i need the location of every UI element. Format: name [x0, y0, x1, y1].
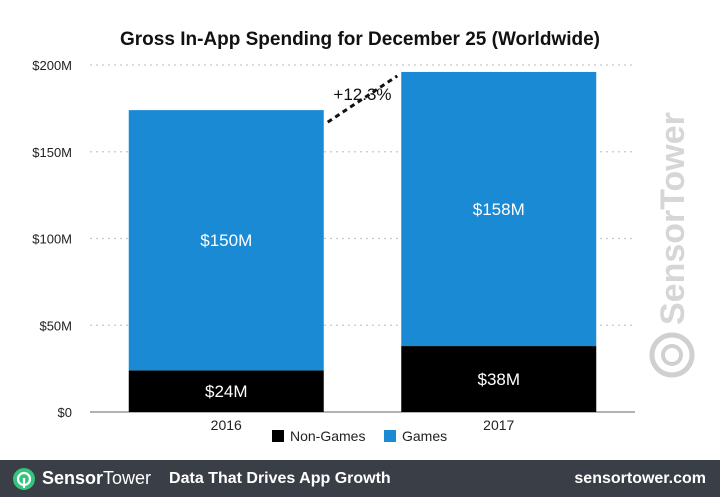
y-tick-label: $0	[58, 405, 72, 420]
brand-sensor: Sensor	[42, 468, 104, 488]
data-label: $150M	[200, 231, 252, 250]
x-axis: 2016 2017	[211, 417, 515, 433]
footer-site-link[interactable]: sensortower.com	[574, 469, 706, 487]
watermark-text: SensorTower	[654, 112, 692, 325]
legend-swatch	[384, 430, 396, 442]
watermark-icon	[649, 332, 695, 378]
footer-bar: Sensor Tower Data That Drives App Growth …	[0, 460, 720, 497]
y-tick-label: $100M	[32, 232, 72, 247]
growth-label: +12.3%	[333, 85, 391, 104]
chart: Gross In-App Spending for December 25 (W…	[32, 29, 695, 444]
y-tick-label: $150M	[32, 145, 72, 160]
data-label: $24M	[205, 382, 248, 401]
bar-games-2016	[128, 110, 324, 371]
y-axis: $0 $50M $100M $150M $200M	[32, 58, 72, 420]
watermark-logo: SensorTower	[649, 112, 695, 378]
footer-tagline: Data That Drives App Growth	[169, 469, 391, 487]
bar-layer: $24M $150M $38M $158M	[128, 71, 597, 412]
growth-dashed-line	[326, 74, 399, 124]
chart-title: Gross In-App Spending for December 25 (W…	[120, 29, 600, 50]
y-tick-label: $50M	[39, 318, 72, 333]
sensortower-logo-icon	[13, 467, 35, 490]
data-label: $158M	[473, 200, 525, 219]
bar-games-2017	[401, 71, 597, 347]
watermark-icon-inner	[661, 344, 683, 366]
watermark: SensorTower	[649, 112, 695, 378]
footer-logo: Sensor Tower	[12, 467, 151, 491]
growth-annotation: +12.3%	[326, 74, 399, 124]
legend: Non-Games Games	[272, 428, 447, 444]
x-tick-label: 2017	[483, 417, 514, 433]
x-tick-label: 2016	[211, 417, 242, 433]
y-tick-label: $200M	[32, 58, 72, 73]
bar-non-games-2016	[128, 370, 324, 412]
data-label: $38M	[477, 370, 520, 389]
bar-non-games-2017	[401, 346, 597, 412]
legend-label: Games	[402, 428, 447, 444]
brand-tower: Tower	[103, 468, 152, 488]
legend-swatch	[272, 430, 284, 442]
legend-label: Non-Games	[290, 428, 365, 444]
